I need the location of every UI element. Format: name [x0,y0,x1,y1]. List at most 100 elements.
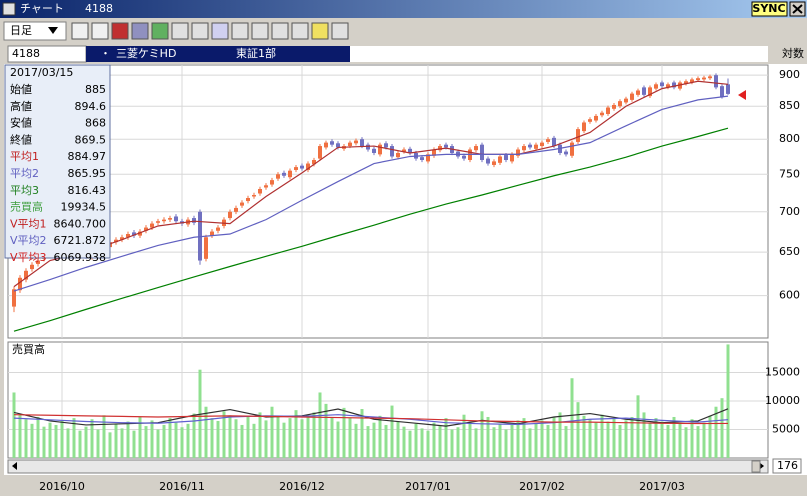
volume-bar [564,426,568,458]
info-value: 894.6 [75,100,107,113]
tool-icon[interactable] [171,22,189,40]
info-label: 平均3 [10,184,39,197]
volume-bar [372,422,376,458]
toolbar-icons [71,22,349,40]
volume-bar [204,406,208,458]
candle-body [246,198,250,202]
y-tick-label: 15000 [765,366,800,379]
scroll-left[interactable] [12,462,17,470]
tool-icon[interactable] [111,22,129,40]
volume-bar [132,430,136,458]
tool-icon[interactable] [91,22,109,40]
candle-body [660,82,664,87]
volume-bar [588,419,592,458]
volume-bar [522,418,526,458]
tool-icon[interactable] [231,22,249,40]
window-title: チャート [20,2,64,15]
candle-body [516,149,520,156]
period-dropdown[interactable] [3,21,67,41]
candle-body [144,227,148,231]
x-tick-label: 2016/10 [39,480,85,493]
tool-icon[interactable] [151,22,169,40]
tool-icon[interactable] [291,22,309,40]
volume-bar [570,378,574,458]
candle-body [498,156,502,163]
scroll-thumb[interactable] [751,460,761,473]
volume-bar [444,418,448,458]
sync-button[interactable] [751,1,788,17]
volume-bar [348,418,352,458]
tool-icon[interactable] [71,22,89,40]
y-tick-label: 700 [779,205,800,218]
candle-body [300,165,304,169]
volume-bar [438,426,442,458]
candle-body [372,148,376,153]
scrollbar[interactable] [7,459,769,474]
tool-icon[interactable] [131,22,149,40]
candle-body [702,77,706,80]
candle-body [114,239,118,243]
candle-body [474,146,478,151]
candle-body [378,144,382,155]
candle-body [174,216,178,222]
volume-bar [96,429,100,458]
volume-bar [366,426,370,458]
candle-body [366,144,370,150]
candle-body [390,146,394,157]
price-marker [738,90,746,100]
sync-label: SYNC [752,2,785,15]
candle-body [642,87,646,95]
candle-body [444,144,448,148]
candle-body [126,234,130,238]
info-value: 8640.700 [54,217,107,230]
candle-body [306,163,310,170]
candle-body [234,207,238,212]
tool-icon[interactable] [251,22,269,40]
info-label: 平均2 [10,167,39,180]
volume-bar [558,412,562,458]
candle-body [192,218,196,223]
scale-mode: 対数 [782,46,804,60]
volume-bar [654,418,658,458]
volume-bar [420,428,424,458]
info-value: 869.5 [75,133,107,146]
tool-icon[interactable] [211,22,229,40]
tool-icon[interactable] [311,22,329,40]
volume-bar [222,411,226,458]
candle-body [216,227,220,231]
title-bar [0,0,807,18]
candle-body [648,87,652,97]
info-panel: 2017/03/15 始値 885 高値 894.6 安値 868 終値 869.5 平均1 88… [4,64,111,264]
tool-icon[interactable] [191,22,209,40]
info-date: 2017/03/15 [10,66,73,79]
candle-body [150,223,154,228]
candle-body [24,270,28,280]
candle-body [162,219,166,222]
candle-body [612,104,616,109]
info-value: 884.97 [68,150,107,163]
volume-bar [138,416,142,458]
volume-bar [42,426,46,458]
volume-bar [504,429,508,458]
tool-icon[interactable] [331,22,349,40]
volume-bar [324,403,328,458]
tool-icon[interactable] [271,22,289,40]
close-icon [792,4,803,14]
volume-bar [126,421,130,458]
volume-bar [108,432,112,458]
volume-bar [498,423,502,458]
stock-name: 三菱ケミHD [116,47,176,60]
volume-bar [78,430,82,458]
x-tick-label: 2016/12 [279,480,325,493]
volume-bar [360,409,364,458]
info-label: 高値 [10,99,32,113]
volume-bar [192,413,196,458]
volume-bar [90,419,94,458]
candle-body [726,84,730,94]
info-label: 安値 [10,116,32,130]
volume-bar [24,419,28,458]
volume-bar [36,416,40,458]
candle-body [420,157,424,160]
volume-bar [636,395,640,458]
